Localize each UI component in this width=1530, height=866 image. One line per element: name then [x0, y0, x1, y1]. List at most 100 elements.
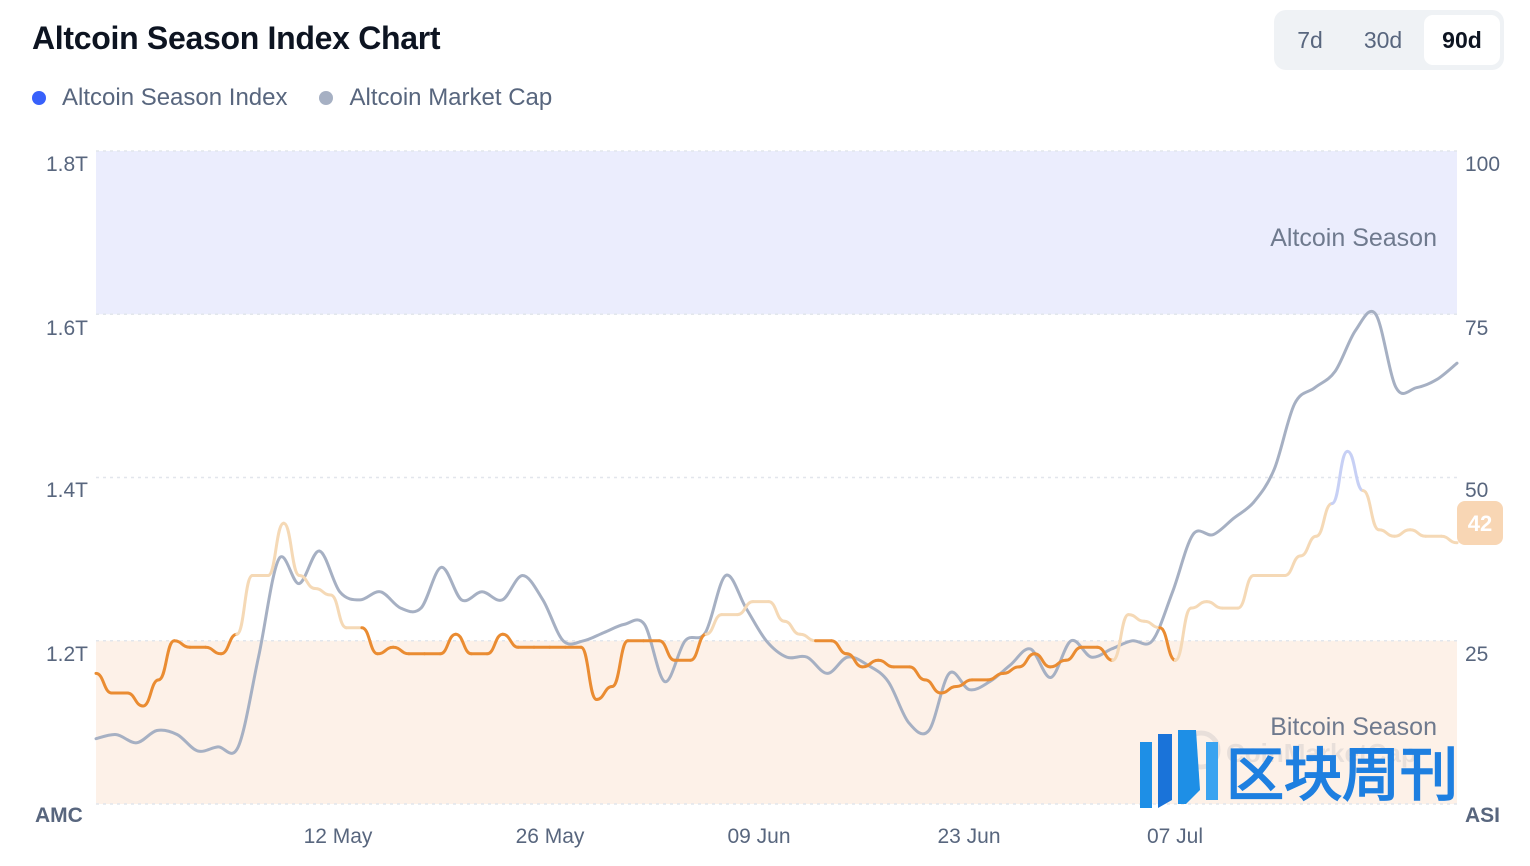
asi-line-segment [1064, 645, 1084, 662]
asi-line-segment [141, 678, 161, 708]
asi-line-segment [1236, 574, 1256, 610]
asi-line-segment [704, 613, 724, 636]
asi-line-segment [1127, 613, 1146, 623]
asi-line-segment [923, 678, 943, 695]
asi-line-segment [782, 619, 802, 636]
left-tick-label: 1.4T [46, 479, 88, 502]
right-tick-label: 100 [1465, 153, 1500, 176]
asi-line-segment [595, 685, 614, 701]
grid-lines [96, 150, 1457, 805]
right-tick-label: 25 [1465, 643, 1488, 666]
asi-line-segment [204, 645, 223, 656]
asi-line-segment [391, 645, 411, 656]
asi-line-segment [360, 626, 380, 656]
asi-line-segment [845, 652, 864, 669]
legend-label: Altcoin Market Cap [349, 84, 553, 111]
asi-line-segment [954, 678, 974, 688]
asi-line-segment [1158, 626, 1177, 662]
asi-line-segment [1439, 534, 1459, 545]
altcoin-market-cap-line[interactable] [94, 309, 1459, 755]
asi-line-segment [1111, 613, 1130, 662]
asi-line-segment [861, 658, 880, 669]
legend-label: Altcoin Season Index [62, 84, 288, 111]
asi-line-segment [1001, 665, 1021, 675]
asi-line-segment [1142, 619, 1162, 630]
asi-line-segment [689, 632, 708, 662]
asi-line-segment [1048, 658, 1068, 669]
asi-line-segment [1314, 502, 1334, 538]
asi-line-segment [986, 671, 1005, 682]
range-30d-button[interactable]: 30d [1363, 26, 1403, 53]
left-tick-label: 1.2T [46, 643, 88, 666]
current-asi-value: 42 [1468, 511, 1492, 536]
watermark-text: CoinMarketCap [1226, 738, 1417, 768]
asi-line-segment [1377, 528, 1396, 538]
x-tick-label: 07 Jul [1147, 825, 1203, 848]
range-90d-button[interactable]: 90d [1424, 15, 1500, 65]
right-axis-label: ASI [1465, 804, 1500, 827]
asi-line-segment [219, 632, 239, 656]
current-asi-badge: 42 [1457, 501, 1503, 545]
asi-line-segment [1392, 528, 1412, 538]
asi-line-segment [735, 600, 755, 617]
asi-line-segment [767, 600, 786, 623]
asi-line-segment [1189, 600, 1209, 610]
x-tick-label: 12 May [304, 825, 373, 848]
asi-line-segment [329, 593, 348, 630]
asi-line-segment [454, 632, 473, 656]
legend-item-asi[interactable]: Altcoin Season Index [32, 84, 287, 112]
bitcoin-season-zone [96, 640, 1457, 804]
right-tick-label: 50 [1465, 479, 1488, 502]
asi-line-segment [1283, 554, 1303, 577]
asi-line-segment [438, 632, 458, 656]
chart-legend: Altcoin Season Index Altcoin Market Cap [32, 84, 584, 112]
current-asi-badge-bg [1457, 501, 1503, 545]
x-tick-label: 26 May [516, 825, 585, 848]
asi-line-segment [125, 691, 145, 708]
altcoin-season-label: Altcoin Season [1270, 224, 1437, 252]
asi-line-segment [939, 685, 958, 695]
page-title: Altcoin Season Index Chart [32, 20, 441, 56]
asi-line-segment [610, 639, 630, 688]
asi-line-segment [282, 521, 301, 577]
altcoin-season-index-series[interactable] [94, 449, 1459, 708]
brand-watermark: 区块周刊 [1140, 730, 1458, 808]
asi-line-segment [1361, 489, 1381, 532]
asi-line-segment [1346, 449, 1365, 493]
asi-line-segment [1017, 652, 1037, 669]
asi-line-segment [235, 574, 254, 636]
asi-line-segment [1330, 449, 1349, 506]
asi-line-segment [172, 639, 192, 649]
asi-line-segment [876, 658, 896, 669]
range-7d-button[interactable]: 7d [1297, 26, 1323, 53]
legend-item-amc[interactable]: Altcoin Market Cap [319, 84, 552, 112]
brand-logo-icon [1140, 730, 1218, 808]
asi-line-segment [376, 645, 395, 656]
left-tick-label: 1.8T [46, 153, 88, 176]
asi-line-segment [501, 632, 520, 649]
asi-line-segment [908, 665, 927, 682]
legend-dot-icon [319, 91, 334, 105]
bitcoin-season-label: Bitcoin Season [1270, 713, 1437, 741]
left-axis-label: AMC [35, 804, 83, 827]
coinmarketcap-watermark: CoinMarketCap [1181, 730, 1417, 770]
right-tick-label: 75 [1465, 317, 1488, 340]
asi-line-segment [94, 671, 114, 695]
left-tick-label: 1.6T [46, 317, 88, 340]
altcoin-season-zone [96, 151, 1457, 315]
asi-line-segment [798, 632, 818, 643]
asi-line-segment [1033, 652, 1052, 669]
asi-line-segment [579, 645, 599, 701]
asi-line-segment [1205, 600, 1224, 610]
asi-line-segment [657, 639, 677, 662]
asi-line-segment [1173, 606, 1193, 662]
asi-line-segment [313, 587, 333, 597]
asi-line-segment [266, 521, 286, 577]
asi-line-segment [1299, 534, 1318, 558]
right-axis: 100 75 50 25 ASI [1465, 153, 1500, 827]
x-axis: 12 May 26 May 09 Jun 23 Jun 07 Jul [304, 825, 1203, 848]
asi-line-segment [829, 639, 849, 656]
x-tick-label: 23 Jun [937, 825, 1000, 848]
asi-line-segment [1408, 528, 1428, 538]
